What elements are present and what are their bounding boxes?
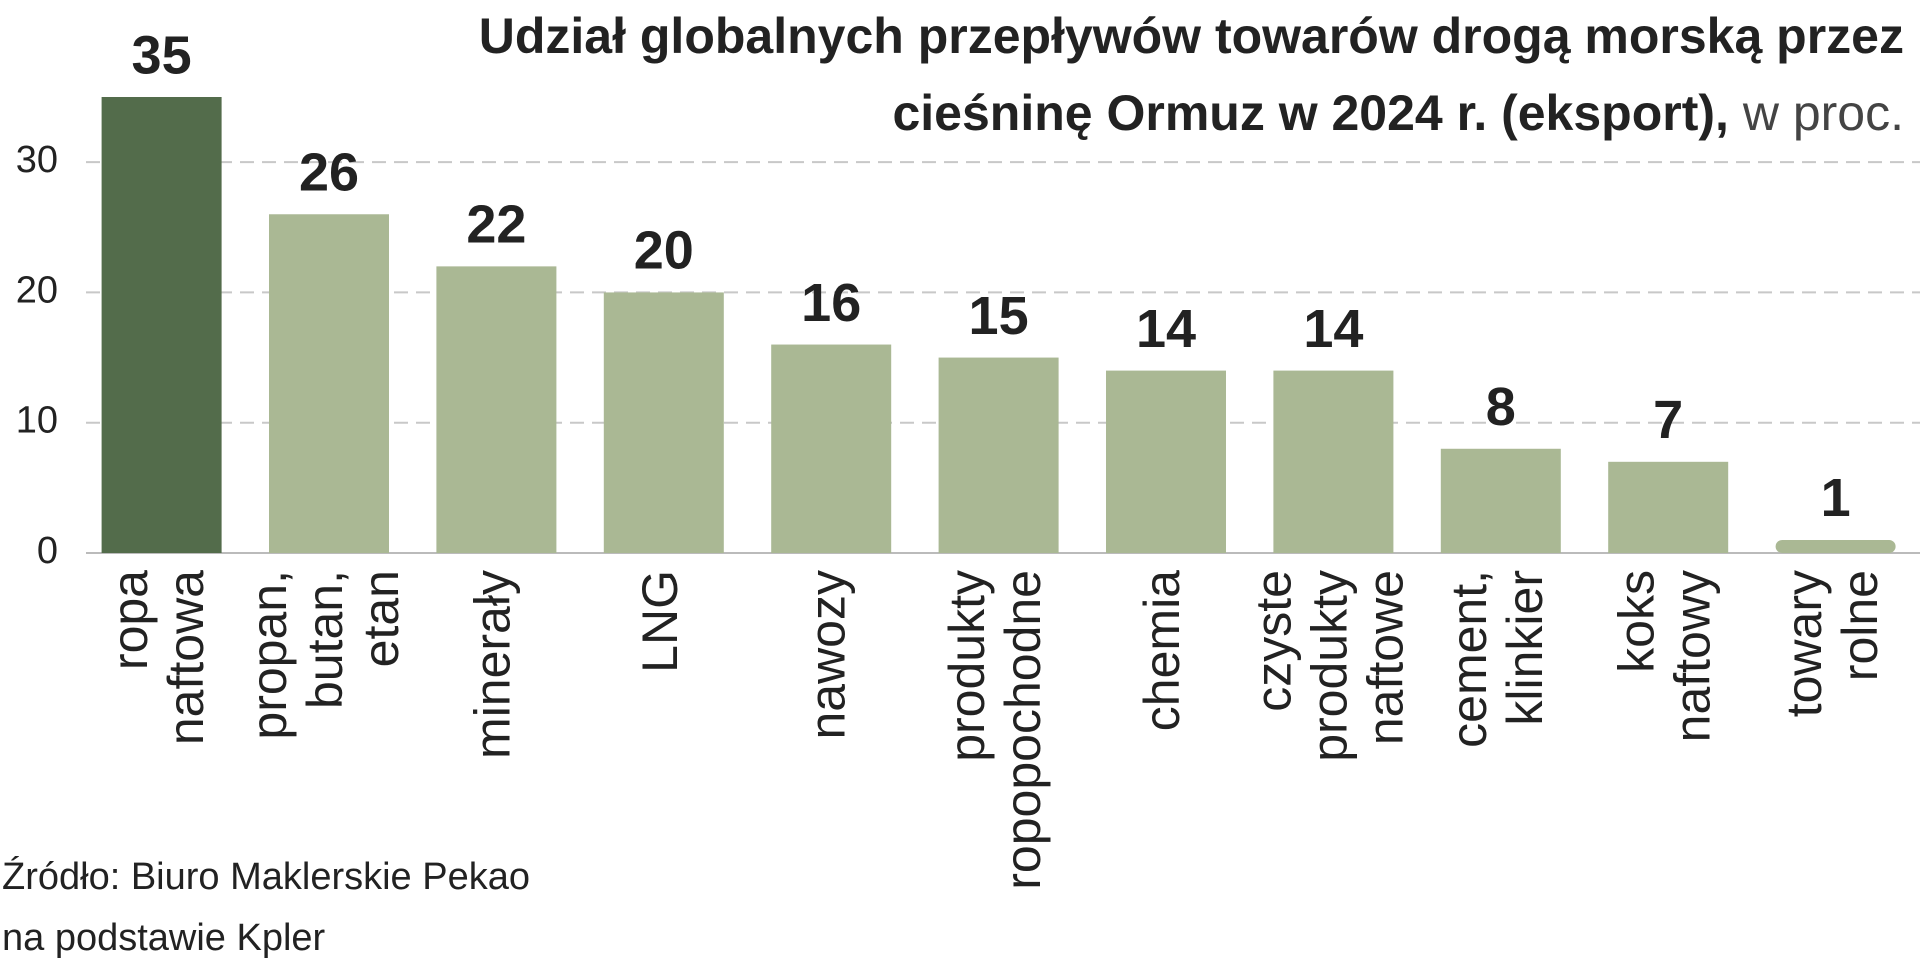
x-tick-label: koks <box>1608 570 1664 673</box>
bar <box>1106 370 1226 553</box>
x-tick-label: naftowa <box>158 570 214 745</box>
value-label: 8 <box>1486 377 1516 437</box>
y-tick-label: 10 <box>16 400 58 442</box>
source: Źródło: Biuro Maklerskie Pekao <box>2 855 530 898</box>
value-label: 14 <box>1303 299 1363 359</box>
x-tick-label: towary <box>1776 570 1832 717</box>
y-tick-label: 20 <box>16 269 58 311</box>
bar <box>101 97 222 553</box>
bar <box>938 357 1059 553</box>
x-tick-label: propan, <box>241 570 297 740</box>
x-tick-label: butan, <box>297 570 353 709</box>
x-tick-label: minerały <box>465 570 521 759</box>
value-label: 22 <box>466 195 526 255</box>
x-tick-label: rolne <box>1832 570 1888 681</box>
value-label: 16 <box>801 273 861 333</box>
bar <box>436 266 557 553</box>
x-tick-label: ropa <box>102 570 158 670</box>
y-tick-label: 30 <box>16 139 58 181</box>
value-label: 7 <box>1653 390 1683 450</box>
bar <box>771 344 892 553</box>
x-tick-label: czyste <box>1246 570 1302 712</box>
chart-subtitle: w proc. <box>1742 85 1904 141</box>
value-label: 20 <box>634 221 694 281</box>
x-tick-label: LNG <box>632 570 688 673</box>
bar <box>1440 448 1561 553</box>
bar <box>603 292 724 553</box>
value-label: 15 <box>969 286 1029 346</box>
x-tick-label: produkty <box>1302 570 1358 762</box>
bar <box>269 214 389 553</box>
chart-title: cieśninę Ormuz w 2024 r. (eksport), <box>892 85 1728 141</box>
y-tick-label: 0 <box>37 530 58 572</box>
x-tick-label: naftowe <box>1358 570 1414 745</box>
value-label: 1 <box>1821 468 1851 528</box>
x-tick-label: chemia <box>1134 570 1190 731</box>
x-tick-label: nawozy <box>799 570 855 740</box>
bar <box>1273 370 1394 553</box>
x-tick-label: naftowy <box>1664 570 1720 742</box>
value-label: 35 <box>132 25 192 85</box>
bar <box>1608 461 1729 553</box>
x-tick-label: ropopochodne <box>995 570 1051 890</box>
bar <box>1775 539 1896 553</box>
source: na podstawie Kpler <box>2 917 326 959</box>
value-label: 14 <box>1136 299 1196 359</box>
x-tick-label: etan <box>353 570 409 667</box>
value-label: 26 <box>299 143 359 203</box>
x-tick-label: produkty <box>939 570 995 762</box>
x-tick-label: klinkier <box>1497 570 1553 726</box>
x-tick-label: cement, <box>1441 570 1497 748</box>
chart-title: cieśninę Ormuz w 2024 r. (eksport), w pr… <box>892 85 1904 141</box>
chart-title: Udział globalnych przepływów towarów dro… <box>479 8 1904 64</box>
